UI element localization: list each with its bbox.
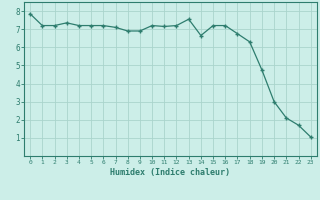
X-axis label: Humidex (Indice chaleur): Humidex (Indice chaleur) [110, 168, 230, 177]
